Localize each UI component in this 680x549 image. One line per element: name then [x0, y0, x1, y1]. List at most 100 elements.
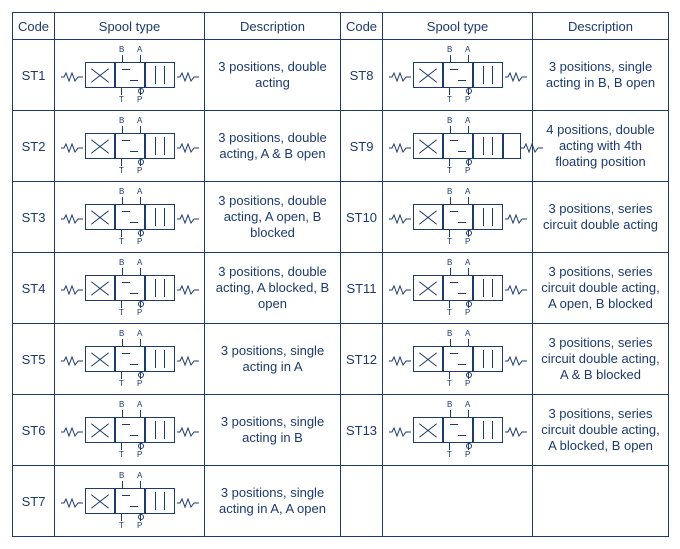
port-p-label: P	[465, 451, 470, 459]
actuator-left-icon	[61, 70, 83, 80]
symbol-box-parallel	[473, 417, 503, 443]
code-cell: ST8	[341, 40, 383, 111]
actuator-right-icon	[505, 425, 527, 435]
spool-type-table: Code Spool type Description Code Spool t…	[12, 12, 669, 537]
port-a-label: A	[465, 401, 470, 409]
port-t-label: T	[119, 451, 124, 459]
actuator-left-icon	[61, 496, 83, 506]
symbol-box-cross	[85, 62, 115, 88]
spool-symbol: B A T P	[387, 46, 529, 104]
description-cell: 4 positions, double acting with 4th floa…	[533, 111, 669, 182]
port-t-label: T	[447, 380, 452, 388]
symbol-box-cross	[413, 417, 443, 443]
port-t-label: T	[119, 309, 124, 317]
symbol-box-centre	[115, 417, 145, 443]
port-p-label: P	[465, 238, 470, 246]
col-spool: Spool type	[383, 13, 533, 40]
empty-cell	[341, 466, 383, 537]
spool-cell: BATP	[383, 324, 533, 395]
port-p-label: P	[465, 167, 470, 175]
actuator-right-icon	[177, 425, 199, 435]
port-b-label: B	[119, 330, 124, 338]
description-cell: 3 positions, series circuit double actin…	[533, 253, 669, 324]
symbol-box-centre	[115, 346, 145, 372]
actuator-right-icon	[505, 212, 527, 222]
port-t-label: T	[447, 238, 452, 246]
symbol-box-parallel	[145, 133, 175, 159]
symbol-box-centre	[115, 133, 145, 159]
spool-symbol: BATP	[59, 330, 201, 388]
spool-cell: BATP	[55, 395, 205, 466]
port-a-label: A	[465, 259, 470, 267]
symbol-box-parallel	[145, 204, 175, 230]
port-p-label: P	[137, 238, 142, 246]
code-cell: ST11	[341, 253, 383, 324]
symbol-box-cross	[85, 488, 115, 514]
actuator-left-icon	[61, 141, 83, 151]
port-t-label: T	[447, 96, 452, 104]
actuator-left-icon	[389, 425, 411, 435]
spool-symbol: BATP	[387, 401, 529, 459]
actuator-right-icon	[177, 70, 199, 80]
code-cell: ST13	[341, 395, 383, 466]
code-cell: ST7	[13, 466, 55, 537]
port-t-label: T	[447, 451, 452, 459]
port-a-label: A	[137, 117, 142, 125]
symbol-box-centre	[115, 62, 145, 88]
symbol-box-parallel	[145, 488, 175, 514]
empty-cell	[533, 466, 669, 537]
description-cell: 3 positions, series circuit double actin…	[533, 395, 669, 466]
symbol-box-cross	[85, 204, 115, 230]
symbol-box-centre	[115, 204, 145, 230]
description-cell: 3 positions, double acting, A open, B bl…	[205, 182, 341, 253]
symbol-box-float	[503, 133, 521, 159]
actuator-right-icon	[177, 212, 199, 222]
port-t-label: T	[119, 238, 124, 246]
spool-cell: B A T P	[55, 182, 205, 253]
actuator-right-icon	[505, 70, 527, 80]
actuator-left-icon	[389, 283, 411, 293]
port-a-label: A	[137, 188, 142, 196]
symbol-box-parallel	[473, 275, 503, 301]
description-cell: 3 positions, single acting in B	[205, 395, 341, 466]
port-b-label: B	[447, 259, 452, 267]
port-p-label: P	[137, 309, 142, 317]
description-cell: 3 positions, single acting in A	[205, 324, 341, 395]
code-cell: ST4	[13, 253, 55, 324]
code-cell: ST5	[13, 324, 55, 395]
code-cell: ST2	[13, 111, 55, 182]
port-a-label: A	[465, 117, 470, 125]
symbol-box-cross	[413, 133, 443, 159]
actuator-right-icon	[177, 354, 199, 364]
port-b-label: B	[447, 330, 452, 338]
symbol-box-cross	[85, 133, 115, 159]
port-b-label: B	[119, 188, 124, 196]
port-t-label: T	[447, 167, 452, 175]
spool-cell: B A T P	[383, 111, 533, 182]
symbol-box-cross	[413, 275, 443, 301]
symbol-box-parallel	[145, 62, 175, 88]
actuator-left-icon	[61, 425, 83, 435]
symbol-box-cross	[413, 62, 443, 88]
spool-symbol: BATP	[387, 259, 529, 317]
spool-cell: B A T P	[383, 40, 533, 111]
spool-symbol: BATP	[387, 330, 529, 388]
actuator-right-icon	[505, 283, 527, 293]
port-a-label: A	[465, 46, 470, 54]
actuator-left-icon	[61, 354, 83, 364]
port-a-label: A	[137, 472, 142, 480]
table-row: ST2BATP3 positions, double acting, A & B…	[13, 111, 669, 182]
port-t-label: T	[119, 96, 124, 104]
col-code: Code	[341, 13, 383, 40]
port-b-label: B	[447, 117, 452, 125]
port-p-label: P	[137, 451, 142, 459]
port-p-label: P	[465, 96, 470, 104]
port-b-label: B	[119, 46, 124, 54]
description-cell: 3 positions, single acting in B, B open	[533, 40, 669, 111]
port-b-label: B	[447, 46, 452, 54]
port-a-label: A	[465, 188, 470, 196]
port-b-label: B	[119, 259, 124, 267]
port-b-label: B	[119, 117, 124, 125]
actuator-left-icon	[61, 283, 83, 293]
symbol-box-parallel	[145, 346, 175, 372]
